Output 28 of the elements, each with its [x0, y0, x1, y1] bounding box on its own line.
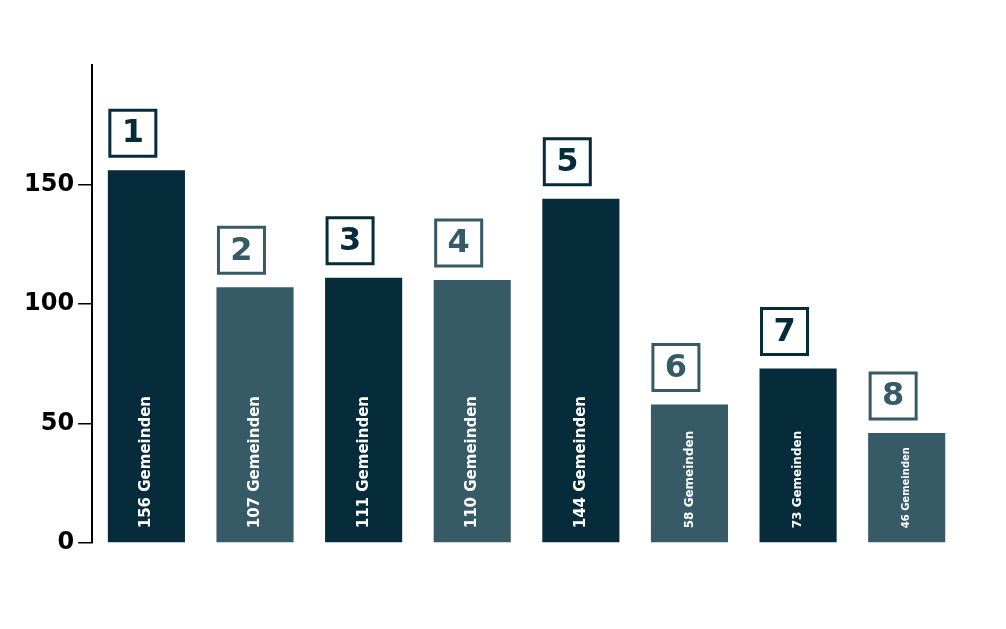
bar	[650, 404, 729, 543]
data-label: 156 Gemeinden	[136, 396, 155, 529]
x-tick-label: 8	[882, 375, 905, 414]
x-tick-label: 5	[556, 141, 579, 180]
bar	[868, 433, 946, 543]
bar	[325, 277, 403, 543]
y-tick-label: 100	[23, 288, 75, 317]
x-tick-label: 7	[773, 310, 796, 349]
x-tick-label: 1	[121, 112, 144, 151]
bar	[216, 287, 294, 543]
x-tick-label: 2	[230, 229, 253, 268]
bar	[433, 280, 511, 543]
y-tick-label: 150	[23, 168, 75, 197]
bar	[107, 170, 185, 543]
data-label: 58 Gemeinden	[681, 430, 696, 529]
data-label: 73 Gemeinden	[790, 430, 805, 529]
data-label: 107 Gemeinden	[244, 396, 263, 529]
y-tick-label: 50	[40, 407, 75, 436]
bar	[759, 368, 837, 543]
x-tick-label: 3	[338, 220, 362, 259]
data-label: 110 Gemeinden	[462, 396, 481, 529]
y-tick-label: 0	[57, 527, 75, 556]
data-label: 144 Gemeinden	[570, 396, 589, 529]
data-label: 111 Gemeinden	[353, 396, 372, 529]
x-tick-label: 4	[447, 222, 470, 261]
data-label: 46 Gemeinden	[900, 447, 912, 529]
x-tick-label: 6	[664, 346, 688, 385]
bar	[542, 198, 620, 543]
